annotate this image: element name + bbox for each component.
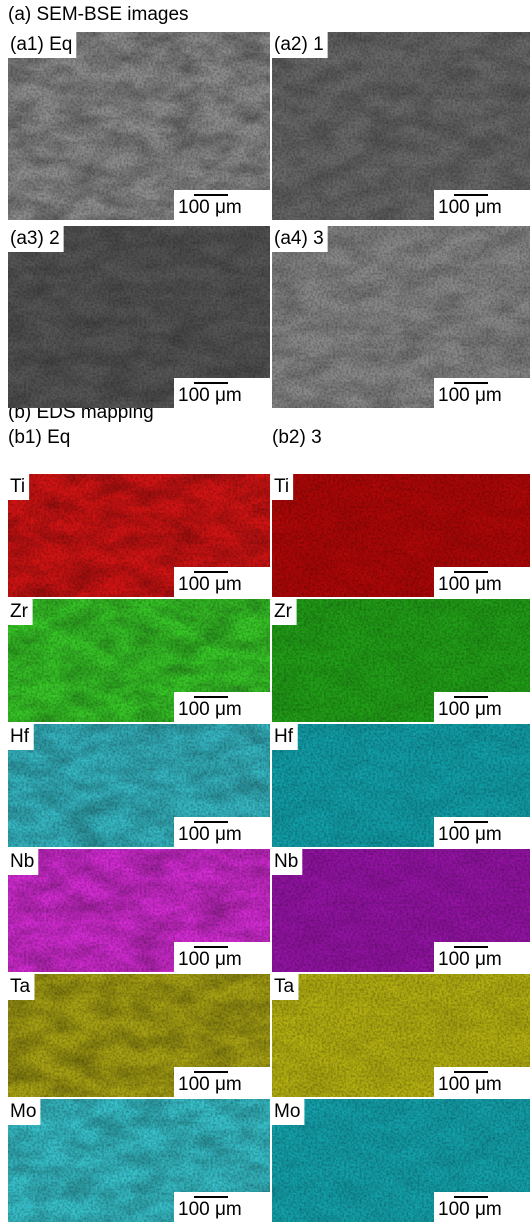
figure: (a) SEM-BSE images (b) EDS mapping (a1) …: [0, 0, 530, 1230]
panel-label: Ta: [274, 976, 295, 997]
panel-label: Ti: [274, 476, 289, 497]
scale-bar-label: 100 μm: [178, 824, 242, 845]
scale-bar-label: 100 μm: [178, 197, 242, 218]
scale-bar-label: 100 μm: [178, 385, 242, 406]
panel-label: (a1) Eq: [10, 34, 72, 55]
scale-bar-label: 100 μm: [438, 385, 502, 406]
panel-label: Hf: [10, 726, 30, 747]
panel-label: Hf: [274, 726, 294, 747]
scale-bar-label: 100 μm: [438, 824, 502, 845]
panel-label: (a4) 3: [274, 228, 324, 249]
column-label: (b1) Eq: [8, 427, 70, 448]
panel-label: Mo: [274, 1101, 300, 1122]
scale-bar-label: 100 μm: [178, 1199, 242, 1220]
scale-bar-label: 100 μm: [438, 699, 502, 720]
scale-bar-label: 100 μm: [178, 574, 242, 595]
scale-bar-label: 100 μm: [178, 949, 242, 970]
panel-label: Ti: [10, 476, 25, 497]
panel-label: Zr: [10, 601, 29, 622]
panel-label: Zr: [274, 601, 293, 622]
scale-bar-label: 100 μm: [438, 949, 502, 970]
scale-bar-label: 100 μm: [438, 574, 502, 595]
section-title: (a) SEM-BSE images: [8, 4, 189, 25]
panel-label: Mo: [10, 1101, 36, 1122]
panel-label: Nb: [274, 851, 298, 872]
scale-bar-label: 100 μm: [178, 699, 242, 720]
panel-label: Nb: [10, 851, 34, 872]
scale-bar-label: 100 μm: [438, 197, 502, 218]
scale-bar-label: 100 μm: [438, 1074, 502, 1095]
scale-bar-label: 100 μm: [438, 1199, 502, 1220]
column-label: (b2) 3: [272, 427, 322, 448]
scale-bar-label: 100 μm: [178, 1074, 242, 1095]
panel-label: Ta: [10, 976, 31, 997]
panel-label: (a2) 1: [274, 34, 324, 55]
panel-label: (a3) 2: [10, 228, 60, 249]
